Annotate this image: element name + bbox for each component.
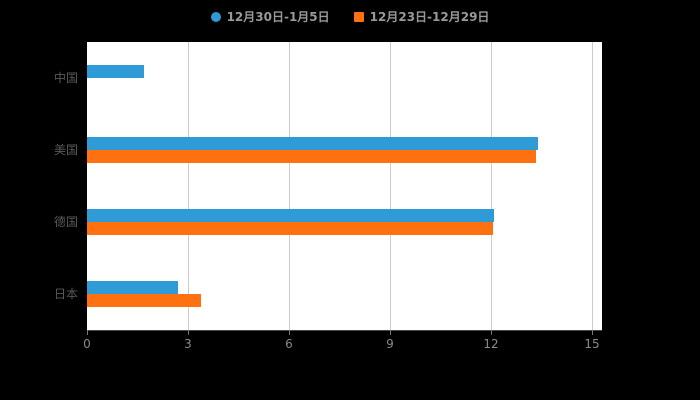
x-axis-label-6: 6 [285, 337, 293, 351]
gridline-x-12 [491, 42, 492, 330]
legend-label: 12月30日-1月5日 [226, 9, 330, 24]
legend-marker-circle-icon [210, 11, 221, 22]
gridline-x-9 [390, 42, 391, 330]
bar-德国-series-1 [87, 222, 493, 235]
x-axis-label-3: 3 [184, 337, 192, 351]
y-axis-label-2: 德国 [53, 215, 78, 229]
gridline-x-3 [188, 42, 189, 330]
bar-美国-series-0 [87, 137, 538, 150]
legend: 12月30日-1月5日 12月23日-12月29日 [0, 6, 700, 25]
y-axis-label-0: 中国 [53, 71, 78, 85]
x-axis-label-15: 15 [584, 337, 600, 351]
x-axis-tick-3 [188, 330, 189, 335]
plot-area [87, 42, 602, 331]
legend-item-1[interactable]: 12月23日-12月29日 [353, 9, 490, 24]
gridline-x-15 [592, 42, 593, 330]
bar-中国-series-0 [87, 65, 144, 78]
x-axis-tick-6 [289, 330, 290, 335]
legend-label: 12月23日-12月29日 [369, 9, 490, 24]
legend-marker-square-icon [353, 11, 364, 22]
x-axis-label-0: 0 [83, 337, 91, 351]
gridline-x-6 [289, 42, 290, 330]
x-axis-tick-9 [390, 330, 391, 335]
x-axis-label-9: 9 [386, 337, 394, 351]
legend-item-0[interactable]: 12月30日-1月5日 [210, 9, 330, 24]
x-axis-label-12: 12 [483, 337, 499, 351]
bar-德国-series-0 [87, 209, 494, 222]
bar-美国-series-1 [87, 150, 536, 163]
bar-日本-series-0 [87, 281, 178, 294]
x-axis-tick-12 [491, 330, 492, 335]
y-axis-label-3: 日本 [53, 287, 78, 301]
x-axis-tick-15 [592, 330, 593, 335]
x-axis-tick-0 [87, 330, 88, 335]
y-axis-label-1: 美国 [53, 143, 78, 157]
bar-日本-series-1 [87, 294, 201, 307]
